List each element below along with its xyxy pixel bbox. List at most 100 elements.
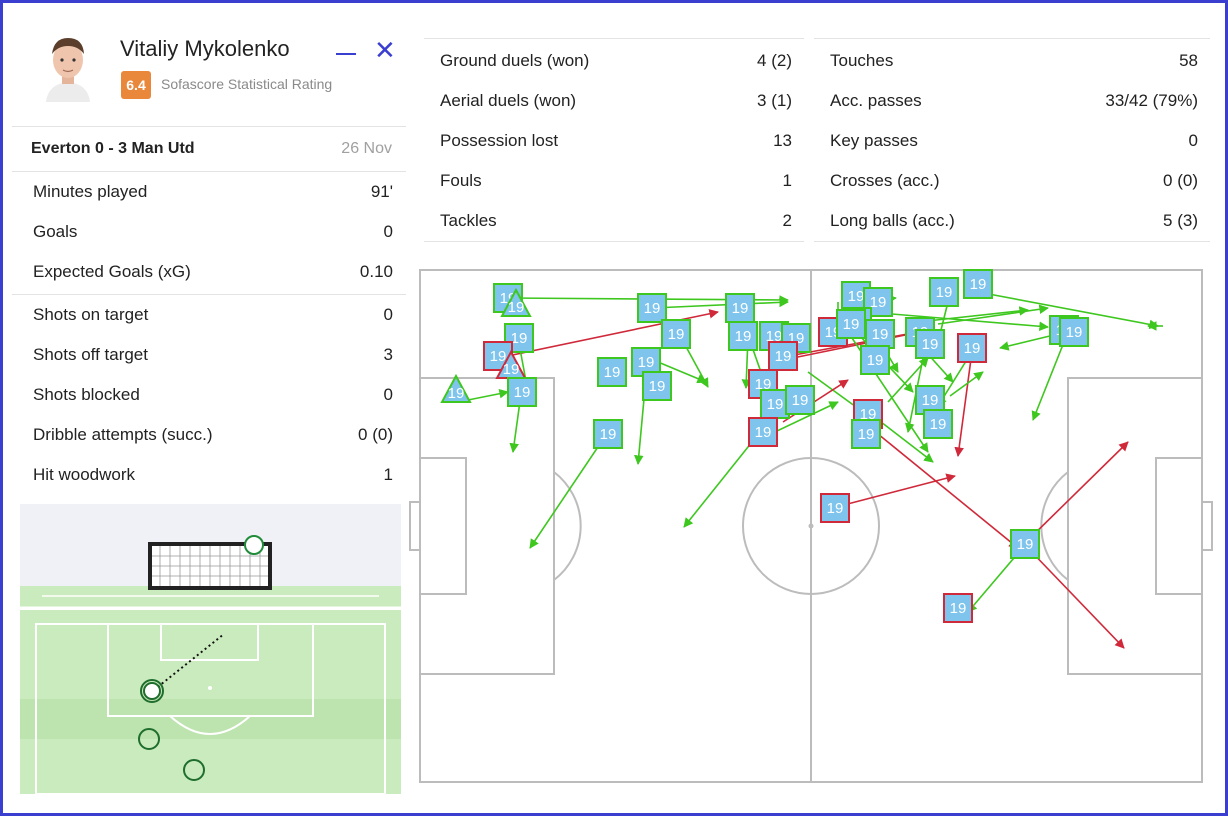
action-marker-success[interactable]: 19 [785,385,815,415]
action-marker-success[interactable]: 19 [661,319,691,349]
stat-row: Aerial duels (won) 3 (1) [424,81,804,117]
jersey-number: 19 [843,316,860,333]
jersey-number: 19 [1017,536,1034,553]
action-marker-success[interactable]: 19 [836,309,866,339]
divider [12,294,406,295]
stat-label: Expected Goals (xG) [33,262,191,281]
jersey-number: 19 [732,300,749,317]
stat-value: 91' [370,182,393,201]
jersey-number: 19 [767,396,784,413]
stat-label: Possession lost [440,131,559,150]
jersey-number: 19 [950,600,967,617]
stat-label: Ground duels (won) [440,51,590,70]
stat-label: Tackles [440,211,497,230]
jersey-number: 19 [668,326,685,343]
stat-value: 0.10 [359,262,393,281]
stat-row: Minutes played 91' [12,172,406,212]
action-marker-fail[interactable]: 19 [483,341,513,371]
successful-pass-arrow [949,371,984,397]
stat-row: Shots on target 0 [12,295,406,335]
duels-stats: Ground duels (won) 4 (2) Aerial duels (won… [424,38,804,242]
action-marker-success[interactable]: 19 [725,293,755,323]
unsuccessful-pass-arrow [1024,544,1125,649]
stat-value: 0 (0) [1163,171,1198,190]
stat-row: Goals 0 [12,212,406,252]
jersey-number: 19 [860,406,877,423]
stat-value: 1 [782,171,792,190]
minimize-icon[interactable] [334,44,358,64]
action-marker-success[interactable]: 19 [963,269,993,299]
action-marker-success[interactable]: 19 [1010,529,1040,559]
player-panel: Vitaliy Mykolenko 6.4 Sofascore Statisti… [12,14,406,804]
close-icon[interactable]: ✕ [374,35,396,65]
jersey-number: 19 [775,348,792,365]
action-marker-success[interactable]: 19 [865,319,895,349]
jersey-number: 19 [735,328,752,345]
jersey-number: 19 [858,426,875,443]
action-marker-success[interactable]: 19 [507,377,537,407]
action-marker-fail[interactable]: 19 [768,341,798,371]
stat-value: 13 [773,131,792,150]
stat-label: Dribble attempts (succ.) [33,425,213,444]
jersey-number: 19 [503,361,520,378]
stat-row: Crosses (acc.) 0 (0) [814,161,1210,197]
player-name: Vitaliy Mykolenko [120,36,290,61]
action-marker-fail[interactable]: 19 [748,417,778,447]
player-header: Vitaliy Mykolenko 6.4 Sofascore Statisti… [12,14,406,124]
jersey-number: 19 [827,500,844,517]
stat-label: Minutes played [33,182,148,201]
jersey-number: 19 [600,426,617,443]
passing-stats: Touches 58 Acc. passes 33/42 (79%) Key passe… [814,38,1210,242]
stat-label: Aerial duels (won) [440,91,577,110]
jersey-number: 19 [511,330,528,347]
action-marker-success[interactable]: 19 [851,419,881,449]
successful-pass-arrow [977,291,1159,330]
stat-value: 3 [383,345,393,364]
jersey-number: 19 [638,354,655,371]
shot-marker [138,728,160,750]
stat-value: 0 (0) [358,425,393,444]
unsuccessful-pass-arrow [1022,441,1129,546]
action-marker-success[interactable]: 19 [923,409,953,439]
stat-value: 0 [1188,131,1198,150]
stat-row: Long balls (acc.) 5 (3) [814,201,1210,237]
action-marker-success[interactable]: 19 [915,329,945,359]
action-marker-fail[interactable]: 19 [957,333,987,363]
successful-pass-arrow [683,431,761,528]
match-date: 26 Nov [341,140,392,157]
stat-label: Fouls [440,171,482,190]
jersey-number: 19 [755,376,772,393]
action-marker-success[interactable]: 19 [760,389,790,419]
action-marker-success[interactable]: 19 [597,357,627,387]
action-marker-success[interactable]: 19 [728,321,758,351]
action-marker-success[interactable]: 19 [593,419,623,449]
action-marker-success[interactable]: 19 [500,287,532,317]
shot-on-goal-frame [244,535,264,555]
jersey-number: 19 [870,294,887,311]
jersey-number: 19 [644,300,661,317]
successful-pass-arrow [867,311,1049,332]
jersey-number: 19 [514,384,531,401]
stat-label: Key passes [830,131,918,150]
jersey-number: 19 [1066,324,1083,341]
match-row[interactable]: Everton 0 - 3 Man Utd 26 Nov [12,126,406,172]
action-marker-fail[interactable]: 19 [820,493,850,523]
action-marker-success[interactable]: 19 [860,345,890,375]
action-marker-success[interactable]: 19 [637,293,667,323]
jersey-number: 19 [930,416,947,433]
stat-row: Touches 58 [814,41,1210,77]
action-marker-success[interactable]: 19 [863,287,893,317]
stat-row: Shots blocked 0 [12,375,406,415]
stat-row: Fouls 1 [424,161,804,197]
match-name: Everton 0 - 3 Man Utd [31,140,195,157]
action-marker-success[interactable]: 19 [642,371,672,401]
successful-pass-arrow [652,297,789,309]
jersey-number: 19 [872,326,889,343]
jersey-number: 19 [922,336,939,353]
action-marker-fail[interactable]: 19 [943,593,973,623]
stat-value: 58 [1179,51,1198,70]
action-marker-success[interactable]: 19 [440,373,472,403]
action-marker-success[interactable]: 19 [929,277,959,307]
action-marker-success[interactable]: 19 [1059,317,1089,347]
